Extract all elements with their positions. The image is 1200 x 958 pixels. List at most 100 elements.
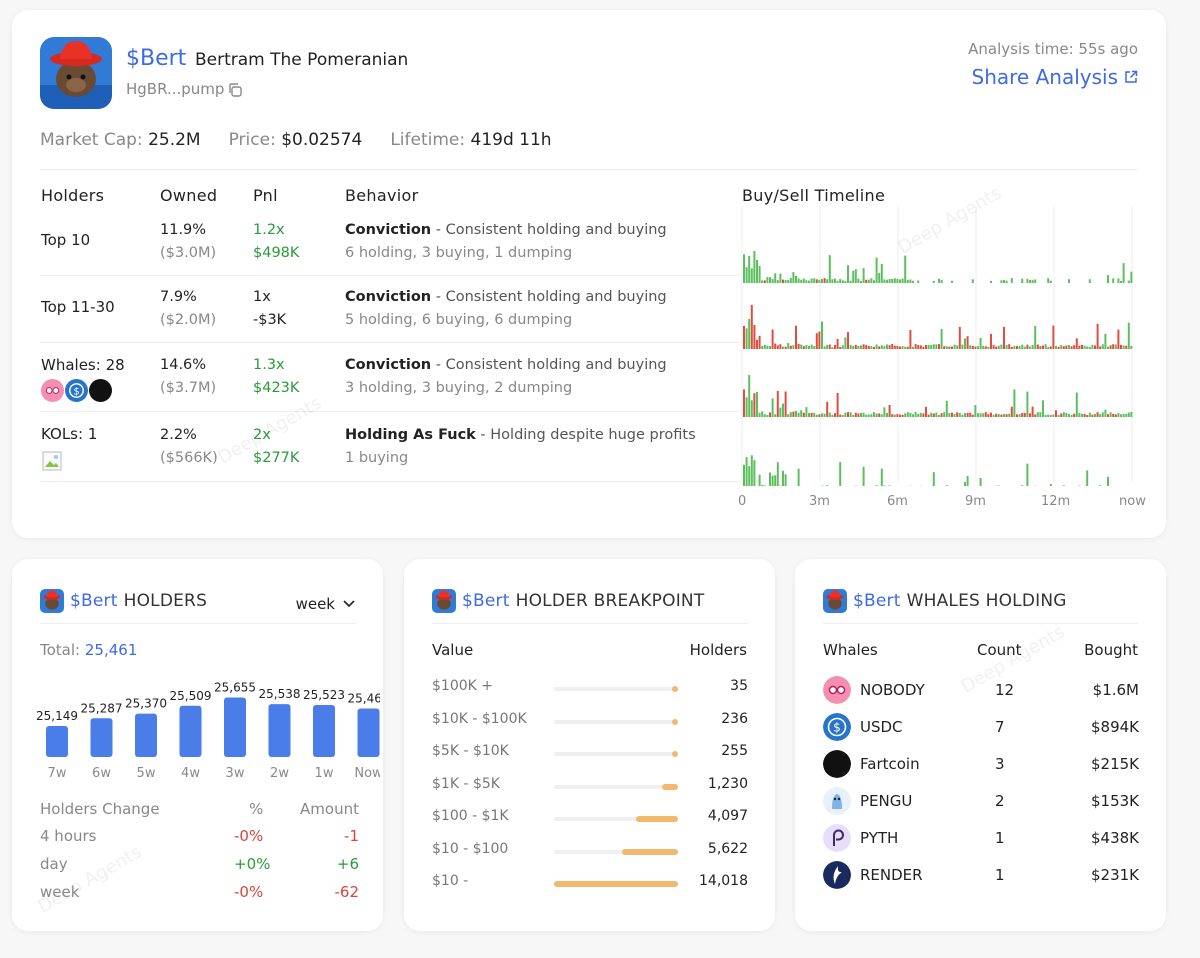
timeline-buy-mark [860,412,862,417]
timeline-buy-mark [787,280,790,283]
whales-card: $Bert WHALES HOLDING Whales Count Bought … [795,559,1166,931]
timeline-buy-mark [753,460,756,486]
timeline-buy-mark [748,318,751,349]
timeline-buy-mark [1008,413,1011,417]
buy-sell-timeline-chart [741,206,1133,486]
breakpoint-range: $10 - $100 [432,840,509,857]
timeline-buy-mark [828,255,831,283]
whale-bought: $894K [1090,718,1139,736]
timeline-buy-mark [906,279,909,283]
timeline-sell-mark [828,344,831,349]
timeline-buy-mark [756,259,758,283]
timeline-buy-mark [977,413,979,417]
timeline-buy-mark [961,344,964,349]
timeline-sell-mark [1112,413,1115,417]
whale-row[interactable]: PYTH 1 $438K [823,824,1139,852]
timeline-buy-mark [873,412,875,417]
change-amount: -62 [334,883,360,901]
timeline-buy-mark [805,407,808,417]
whale-row[interactable]: Fartcoin 3 $215K [823,750,1139,778]
timeline-buy-mark [797,468,800,486]
timeline-buy-mark [1130,412,1133,417]
whale-row[interactable]: RENDER 1 $231K [823,861,1139,889]
holders-bar [135,713,157,757]
timeline-buy-mark [750,400,753,417]
external-link-icon [1125,70,1138,83]
divider [823,623,1139,624]
breakpoint-bar-fill [672,718,678,725]
breakpoint-bar-track [554,881,678,887]
timeline-buy-mark [862,268,865,283]
period-select[interactable]: week [296,595,355,613]
holders-bar [90,718,113,757]
timeline-sell-mark [990,333,992,349]
timeline-buy-mark [1068,279,1070,283]
timeline-sell-mark [1003,326,1005,349]
timeline-buy-mark [831,414,834,417]
timeline-buy-mark [808,345,810,349]
header-timeline: Buy/Sell Timeline [742,186,886,205]
row-label-kols: KOLs: 1 [41,425,98,443]
breakpoint-range: $100K + [432,678,493,694]
timeline-buy-mark [1039,412,1042,417]
pyth-icon [823,824,851,852]
timeline-buy-mark [904,413,907,417]
divider [432,623,748,624]
change-pct: -0% [234,827,264,845]
timeline-buy-mark [797,278,800,283]
timeline-axis-3m: 3m [809,494,830,509]
token-avatar [40,37,112,109]
timeline-buy-mark [914,412,917,417]
timeline-buy-mark [1114,344,1117,349]
holders-bar [357,708,380,757]
timeline-sell-mark [776,391,779,417]
timeline-buy-mark [1042,400,1044,417]
breakpoint-count: 1,230 [707,775,748,792]
timeline-sell-mark [1026,344,1029,349]
timeline-buy-mark [1021,344,1024,349]
whale-name: PENGU [860,792,913,810]
timeline-sell-mark [984,412,987,417]
svg-text:$: $ [833,721,841,735]
timeline-buy-mark [766,414,769,417]
share-analysis-link[interactable]: Share Analysis [972,65,1138,89]
timeline-buy-mark [813,278,816,283]
timeline-sell-mark [951,346,953,349]
whale-name: NOBODY [860,681,925,699]
timeline-buy-mark [849,280,852,283]
timeline-buy-mark [743,254,745,283]
timeline-sell-mark [873,347,875,349]
timeline-buy-mark [883,485,886,486]
timeline-buy-mark [1127,280,1130,283]
analysis-time: Analysis time: 55s ago [968,40,1138,58]
whale-count: 2 [995,792,1005,810]
stat-lifetime: Lifetime: 419d 11h [390,130,552,150]
breakpoint-bar-track [554,783,678,790]
breakpoint-card-title: $Bert HOLDER BREAKPOINT [432,589,704,613]
timeline-buy-mark [867,414,870,417]
header-holders: Holders [689,641,747,659]
timeline-buy-mark [813,346,816,349]
copy-icon[interactable] [227,82,243,98]
pnl-whales: 1.3x $423K [253,357,300,396]
timeline-buy-mark [1036,412,1039,417]
divider [40,623,356,624]
row-divider [40,275,740,276]
whale-row[interactable]: PENGU 2 $153K [823,787,1139,815]
timeline-buy-mark [1013,346,1016,349]
timeline-sell-mark [896,414,899,417]
timeline-sell-mark [951,412,953,417]
timeline-buy-mark [852,270,855,283]
holders-change-header: Holders Change % Amount [40,800,359,818]
whale-row[interactable]: $ USDC 7 $894K [823,713,1139,741]
timeline-sell-mark [758,335,761,349]
timeline-sell-mark [834,413,836,417]
whale-row[interactable]: NOBODY 12 $1.6M [823,676,1139,704]
timeline-buy-mark [943,412,946,417]
timeline-sell-mark [774,343,777,349]
timeline-sell-mark [834,345,836,349]
timeline-buy-mark [839,278,842,283]
timeline-sell-mark [776,345,779,349]
timeline-sell-mark [917,345,920,349]
timeline-sell-mark [1117,329,1120,349]
